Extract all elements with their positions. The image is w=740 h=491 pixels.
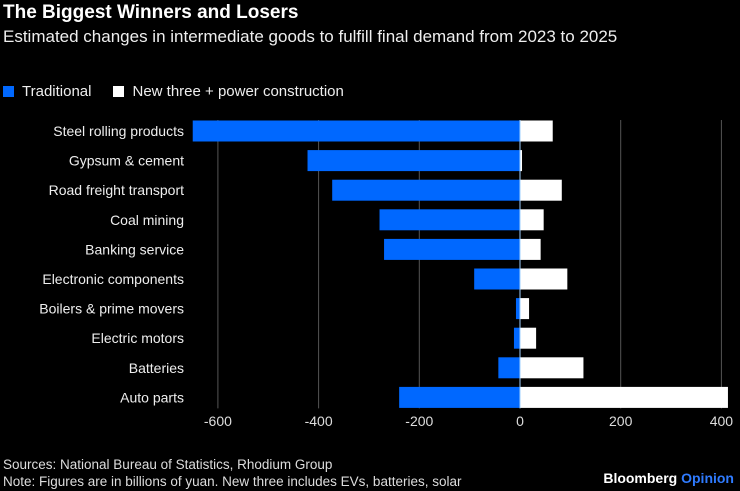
category-label: Electric motors xyxy=(91,330,184,346)
bar-new-three xyxy=(520,120,553,142)
legend-label-traditional: Traditional xyxy=(22,83,92,100)
legend-swatch-new-three xyxy=(113,86,125,97)
bar-new-three xyxy=(520,298,530,320)
category-label: Auto parts xyxy=(120,389,184,405)
bar-traditional xyxy=(513,327,520,349)
bar-traditional xyxy=(332,179,520,201)
bar-traditional xyxy=(399,386,520,408)
category-label: Electronic components xyxy=(42,271,184,287)
bar-traditional xyxy=(192,120,520,142)
chart-subtitle: Estimated changes in intermediate goods … xyxy=(3,27,618,46)
category-label: Batteries xyxy=(129,360,184,376)
legend-label-new-three: New three + power construction xyxy=(132,83,344,100)
bar-new-three xyxy=(520,150,523,172)
x-tick-label: -400 xyxy=(305,413,333,429)
x-tick-label: 400 xyxy=(710,413,734,429)
category-label: Coal mining xyxy=(110,212,184,228)
legend-swatch-traditional xyxy=(3,86,14,97)
bar-new-three xyxy=(520,357,584,379)
x-tick-label: 200 xyxy=(609,413,633,429)
bar-new-three xyxy=(520,386,728,408)
chart-title: The Biggest Winners and Losers xyxy=(3,2,299,23)
category-label: Road freight transport xyxy=(49,182,185,198)
bar-new-three xyxy=(520,268,568,290)
legend: Traditional New three + power constructi… xyxy=(3,83,366,100)
bar-new-three xyxy=(520,327,537,349)
bar-new-three xyxy=(520,238,541,260)
bar-traditional xyxy=(498,357,520,379)
category-label: Gypsum & cement xyxy=(69,153,184,169)
bar-traditional xyxy=(307,150,520,172)
bar-traditional xyxy=(515,298,520,320)
bar-new-three xyxy=(520,209,544,231)
brand-name: Bloomberg xyxy=(603,470,678,486)
bar-traditional xyxy=(379,209,520,231)
x-tick-label: -600 xyxy=(204,413,232,429)
category-label: Boilers & prime movers xyxy=(39,301,184,317)
category-label: Banking service xyxy=(85,241,184,257)
bar-traditional xyxy=(474,268,520,290)
x-tick-label: 0 xyxy=(516,413,524,429)
x-tick-label: -200 xyxy=(405,413,433,429)
sources: Sources: National Bureau of Statistics, … xyxy=(3,457,333,472)
bar-new-three xyxy=(520,179,562,201)
brand-suffix: Opinion xyxy=(681,470,734,486)
bar-traditional xyxy=(384,238,520,260)
category-label: Steel rolling products xyxy=(53,123,184,139)
note: Note: Figures are in billions of yuan. N… xyxy=(3,474,462,489)
brand-logo: Bloomberg Opinion xyxy=(603,470,734,486)
